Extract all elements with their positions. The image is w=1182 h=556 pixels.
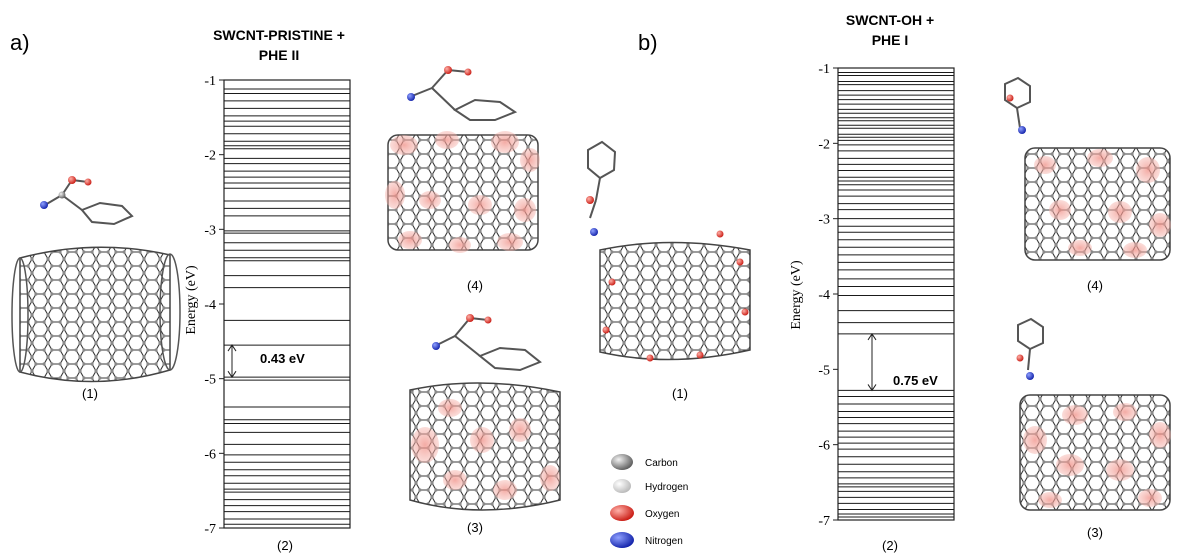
chartB-tick-label: -1 bbox=[818, 62, 830, 77]
panel-a-gap-arrow bbox=[227, 344, 237, 379]
phe-molecule-a4 bbox=[407, 66, 518, 121]
panel-b-orbital-top bbox=[1004, 76, 1171, 261]
panel-a-title-line1: SWCNT-PRISTINE + bbox=[213, 27, 345, 43]
chartA-tick-label: -2 bbox=[204, 149, 216, 164]
panel-a-orbital-bottom bbox=[409, 314, 561, 511]
panel-b-gap-arrow bbox=[867, 333, 877, 392]
panel-b-gap-label: 0.75 eV bbox=[893, 373, 938, 388]
panel-a-gap-label: 0.43 eV bbox=[260, 351, 305, 366]
chartA-tick-label: -6 bbox=[204, 447, 216, 462]
phe-molecule-a3 bbox=[432, 314, 542, 372]
panel-a-chart-frame bbox=[223, 79, 351, 529]
chartB-tick-label: -7 bbox=[818, 514, 830, 529]
nanotube-b1 bbox=[599, 241, 751, 361]
legend-carbon-swatch bbox=[611, 454, 633, 470]
panel-b-label-orbital-top: (4) bbox=[1087, 278, 1103, 293]
panel-a-structure bbox=[11, 176, 181, 383]
chartA-tick-label: -4 bbox=[204, 298, 216, 313]
nanotube-b3 bbox=[1019, 394, 1171, 511]
panel-b-label-structure: (1) bbox=[672, 386, 688, 401]
panel-b-title-line1: SWCNT-OH + bbox=[846, 12, 934, 28]
phe-molecule-a1 bbox=[40, 176, 134, 226]
chartA-tick-label: -5 bbox=[204, 373, 216, 388]
chartB-tick-label: -3 bbox=[818, 213, 830, 228]
legend-oxygen-label: Oxygen bbox=[645, 509, 679, 520]
phe-molecule-b3 bbox=[1016, 317, 1044, 380]
nanotube-a1 bbox=[11, 246, 181, 383]
panel-b-letter: b) bbox=[638, 30, 658, 55]
panel-b-chart-frame bbox=[837, 67, 955, 521]
chartB-gap-arrow-head bbox=[867, 384, 877, 392]
panel-b-label-orbital-bottom: (3) bbox=[1087, 525, 1103, 540]
chartB-tick-label: -2 bbox=[818, 137, 830, 152]
panel-a-orbital-top bbox=[385, 66, 540, 253]
legend-nitrogen-label: Nitrogen bbox=[645, 536, 683, 547]
panel-b-title-line2: PHE I bbox=[872, 32, 909, 48]
chartB-gap-arrow-head bbox=[867, 333, 877, 341]
legend-hydrogen-swatch bbox=[613, 479, 631, 493]
legend-carbon-label: Carbon bbox=[645, 458, 678, 469]
phe-molecule-b1 bbox=[586, 140, 617, 236]
chartB-tick-label: -6 bbox=[818, 439, 830, 454]
legend-oxygen-swatch bbox=[610, 505, 634, 521]
panel-b-orbital-bottom bbox=[1016, 317, 1171, 511]
panel-a-letter: a) bbox=[10, 30, 30, 55]
legend: Carbon Hydrogen Oxygen Nitrogen bbox=[610, 454, 688, 548]
chartA-tick-label: -1 bbox=[204, 74, 216, 89]
chartA-gap-arrow-head bbox=[227, 344, 237, 352]
panel-b-energy-chart: -1 -2 -3 -4 -5 -6 -7 bbox=[818, 62, 955, 529]
panel-a-ylabel: Energy (eV) bbox=[184, 265, 199, 335]
panel-a-label-orbital-bottom: (3) bbox=[467, 520, 483, 535]
nanotube-b4 bbox=[1024, 147, 1171, 261]
chartA-tick-label: -3 bbox=[204, 223, 216, 238]
phe-molecule-b4 bbox=[1004, 76, 1031, 134]
panel-a-energy-chart: -1 -2 -3 -4 -5 -6 -7 bbox=[204, 74, 351, 537]
chartA-gap-arrow-head bbox=[227, 370, 237, 379]
legend-nitrogen-swatch bbox=[610, 532, 634, 548]
chartB-tick-label: -4 bbox=[818, 288, 830, 303]
chartB-tick-label: -5 bbox=[818, 363, 830, 378]
panel-b-ylabel: Energy (eV) bbox=[789, 260, 804, 330]
chartA-tick-label: -7 bbox=[204, 522, 216, 537]
panel-a-label-orbital-top: (4) bbox=[467, 278, 483, 293]
panel-b-structure bbox=[586, 140, 751, 362]
panel-b-label-levels: (2) bbox=[882, 538, 898, 553]
legend-hydrogen-label: Hydrogen bbox=[645, 482, 688, 493]
panel-a-label-levels: (2) bbox=[277, 538, 293, 553]
panel-a-title-line2: PHE II bbox=[259, 47, 299, 63]
panel-a-label-structure: (1) bbox=[82, 386, 98, 401]
